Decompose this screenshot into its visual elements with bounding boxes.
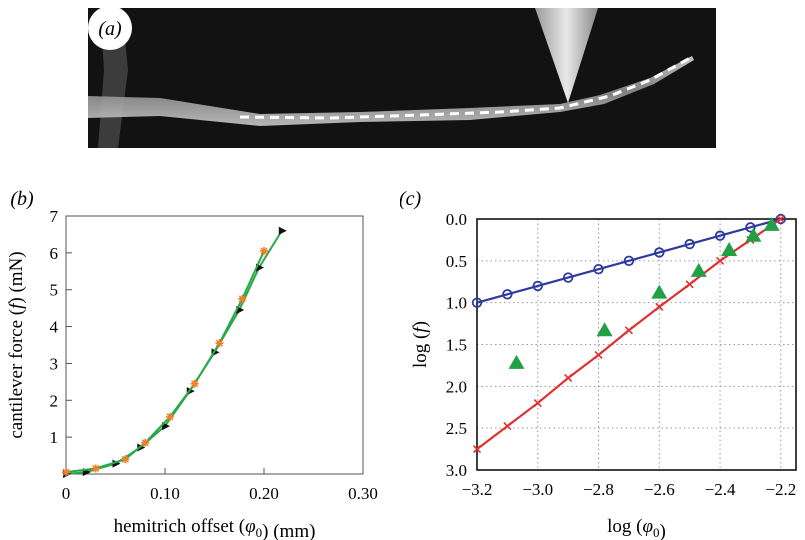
series-0-point [593, 263, 604, 275]
x-tick-label: −2.2 [765, 480, 796, 499]
x-tick-label: −3.2 [462, 480, 493, 499]
y-axis-label: log (f) [410, 321, 431, 368]
chart-b: (b) 0.10 0.20 0.30 0 1 2 3 4 5 6 7 hemitrich offset … [6, 188, 378, 540]
series-1-point [776, 214, 785, 224]
tracked-centerline [239, 56, 691, 120]
series-0-line [476, 217, 782, 304]
series-1-point [121, 455, 130, 464]
plot-frame [65, 215, 364, 475]
y-tick-label: 2.0 [446, 377, 467, 396]
series-0-point [562, 272, 574, 283]
panel-label-bg [88, 6, 132, 50]
series-1-point [215, 339, 224, 348]
y-tick-label: 0.0 [446, 210, 467, 229]
series-1-point [91, 464, 100, 473]
panel-a-label: (a) [98, 18, 122, 40]
series-2-point [596, 322, 613, 337]
plot-frame [476, 218, 797, 471]
series-1-point [624, 326, 633, 335]
y-tick-label: 2.5 [446, 419, 467, 438]
series-0-point [714, 230, 726, 241]
x-tick-label-origin: 0 [62, 484, 71, 503]
series-2-point [763, 216, 780, 231]
series-0-point [745, 222, 756, 233]
y-tick-label: 2 [50, 391, 59, 410]
x-axis-label: hemitrich offset (φ0) (mm) [114, 516, 316, 540]
y-tick-label: 0.5 [446, 252, 467, 271]
series-2-point [651, 284, 668, 299]
series-0-point [502, 289, 513, 300]
series-2-point [690, 262, 707, 277]
panel-b-label: (b) [10, 188, 34, 210]
series-0-point [471, 297, 483, 308]
series-2-point [745, 227, 762, 242]
series-1-point [655, 302, 664, 311]
series-0-point [137, 443, 146, 452]
y-tick-label: 4 [50, 318, 59, 337]
series-2-point [721, 241, 738, 256]
x-axis-label: log (φ0) [607, 516, 666, 540]
series-1-point [238, 294, 247, 303]
x-tick-label: 0.30 [348, 484, 378, 503]
x-tick-label: −2.6 [644, 480, 675, 499]
y-tick-label: 7 [50, 207, 59, 226]
series-1-point [503, 422, 512, 431]
y-tick-label: 1.0 [446, 294, 467, 313]
series-0-point [684, 238, 695, 250]
y-tick-label: 3 [50, 354, 59, 373]
series-1-point [165, 412, 174, 421]
panel-c-label: (c) [400, 188, 421, 210]
series-1-point [685, 280, 694, 289]
series-0-line [65, 230, 283, 475]
x-tick-label: 0.10 [150, 484, 180, 503]
y-tick-label: 6 [50, 244, 59, 263]
x-tick-label: −2.8 [583, 480, 614, 499]
series-1-point [190, 379, 199, 388]
series-1-point [62, 468, 70, 477]
series-1-point [141, 438, 150, 447]
series-1-point [564, 373, 573, 383]
series-0-point [278, 226, 287, 235]
series-1-point [715, 256, 725, 265]
series-1-point [260, 247, 268, 256]
series-0-point [623, 255, 635, 267]
x-tick-label: −2.4 [705, 480, 736, 499]
x-tick-label: −3.0 [522, 480, 553, 499]
y-tick-label: 1 [50, 428, 59, 447]
series-1-point [472, 445, 482, 454]
photo-background [88, 8, 716, 148]
series-0-point [532, 280, 543, 292]
series-1-line [65, 250, 265, 474]
y-axis-label: cantilever force (f) (mN) [6, 251, 27, 438]
chart-c: (c) −3.2 −3.0 −2.8 −2.6 −2.4 −2.2 0.0 0.5 1.0 1.5 2… [400, 188, 797, 540]
series-0-point [654, 247, 665, 258]
y-tick-label: 3.0 [446, 461, 467, 480]
x-tick-label: 0.20 [249, 484, 279, 503]
cantilever-tip [535, 8, 598, 103]
series-2-point [508, 354, 525, 369]
series-1-point [594, 350, 603, 360]
specimen-photo: (a) [88, 6, 716, 148]
series-1-point [533, 399, 542, 408]
series-0-point [775, 213, 787, 225]
y-tick-label: 5 [50, 281, 59, 300]
y-tick-label: 1.5 [446, 336, 467, 355]
